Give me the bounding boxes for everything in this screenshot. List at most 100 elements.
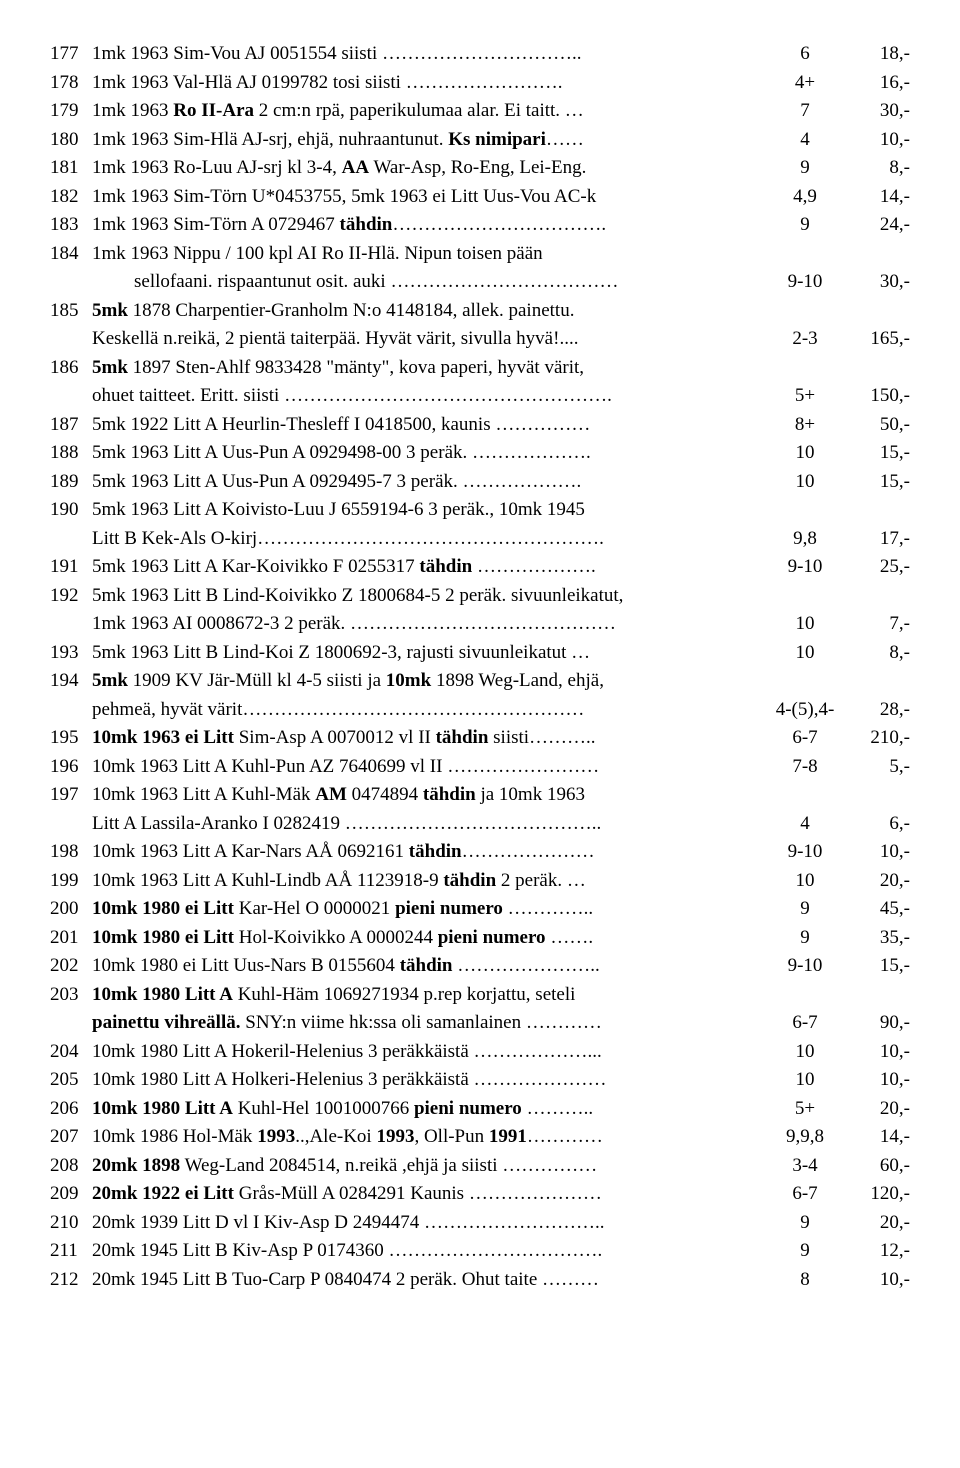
lot-price: 30,- bbox=[850, 268, 910, 297]
lot-description: 1mk 1963 Sim-Vou AJ 0051554 siisti ……………… bbox=[92, 40, 760, 69]
lot-number: 194 bbox=[50, 667, 92, 696]
lot-price: 14,- bbox=[850, 183, 910, 212]
lot-grade: 5+ bbox=[760, 382, 850, 411]
lot-description: 1mk 1963 Sim-Törn U*0453755, 5mk 1963 ei… bbox=[92, 183, 760, 212]
lot-price: 20,- bbox=[850, 867, 910, 896]
lot-number: 199 bbox=[50, 867, 92, 896]
lot-price: 45,- bbox=[850, 895, 910, 924]
lot-price: 90,- bbox=[850, 1009, 910, 1038]
lot-price: 6,- bbox=[850, 810, 910, 839]
lot-price: 165,- bbox=[850, 325, 910, 354]
lot-description: 10mk 1963 ei Litt Sim-Asp A 0070012 vl I… bbox=[92, 724, 760, 753]
lot-grade: 6-7 bbox=[760, 1180, 850, 1209]
lot-number: 200 bbox=[50, 895, 92, 924]
list-row: 1mk 1963 AI 0008672-3 2 peräk. ………………………… bbox=[50, 610, 910, 639]
lot-description: 10mk 1980 ei Litt Hol-Koivikko A 0000244… bbox=[92, 924, 760, 953]
lot-description: 1mk 1963 AI 0008672-3 2 peräk. ………………………… bbox=[92, 610, 760, 639]
lot-number: 196 bbox=[50, 753, 92, 782]
lot-description: 5mk 1963 Litt A Koivisto-Luu J 6559194-6… bbox=[92, 496, 760, 525]
lot-price: 50,- bbox=[850, 411, 910, 440]
lot-price: 10,- bbox=[850, 838, 910, 867]
lot-description: 10mk 1963 Litt A Kuhl-Lindb AÅ 1123918-9… bbox=[92, 867, 760, 896]
list-row: 19510mk 1963 ei Litt Sim-Asp A 0070012 v… bbox=[50, 724, 910, 753]
lot-price: 10,- bbox=[850, 1266, 910, 1295]
list-row: 19710mk 1963 Litt A Kuhl-Mäk AM 0474894 … bbox=[50, 781, 910, 810]
lot-number: 202 bbox=[50, 952, 92, 981]
list-row: 21120mk 1945 Litt B Kiv-Asp P 0174360 ……… bbox=[50, 1237, 910, 1266]
lot-description: 20mk 1945 Litt B Tuo-Carp P 0840474 2 pe… bbox=[92, 1266, 760, 1295]
lot-price: 24,- bbox=[850, 211, 910, 240]
lot-number: 188 bbox=[50, 439, 92, 468]
lot-description: 10mk 1980 Litt A Holkeri-Helenius 3 perä… bbox=[92, 1066, 760, 1095]
lot-description: 5mk 1909 KV Jär-Müll kl 4-5 siisti ja 10… bbox=[92, 667, 760, 696]
lot-number: 178 bbox=[50, 69, 92, 98]
lot-description: 10mk 1963 Litt A Kar-Nars AÅ 0692161 täh… bbox=[92, 838, 760, 867]
list-row: Keskellä n.reikä, 2 pientä taiterpää. Hy… bbox=[50, 325, 910, 354]
lot-grade: 9 bbox=[760, 211, 850, 240]
list-row: 1811mk 1963 Ro-Luu AJ-srj kl 3-4, AA War… bbox=[50, 154, 910, 183]
lot-description: 1mk 1963 Ro II-Ara 2 cm:n rpä, paperikul… bbox=[92, 97, 760, 126]
lot-grade: 6-7 bbox=[760, 724, 850, 753]
lot-number: 206 bbox=[50, 1095, 92, 1124]
lot-grade: 9-10 bbox=[760, 268, 850, 297]
list-row: 1831mk 1963 Sim-Törn A 0729467 tähdin………… bbox=[50, 211, 910, 240]
lot-grade: 10 bbox=[760, 1038, 850, 1067]
lot-number: 212 bbox=[50, 1266, 92, 1295]
lot-grade: 8 bbox=[760, 1266, 850, 1295]
list-row: 21020mk 1939 Litt D vl I Kiv-Asp D 24944… bbox=[50, 1209, 910, 1238]
lot-price: 12,- bbox=[850, 1237, 910, 1266]
auction-list: 1771mk 1963 Sim-Vou AJ 0051554 siisti ……… bbox=[50, 40, 910, 1294]
list-row: 1821mk 1963 Sim-Törn U*0453755, 5mk 1963… bbox=[50, 183, 910, 212]
lot-description: 10mk 1986 Hol-Mäk 1993..,Ale-Koi 1993, O… bbox=[92, 1123, 760, 1152]
lot-price: 10,- bbox=[850, 126, 910, 155]
lot-price: 28,- bbox=[850, 696, 910, 725]
lot-number: 204 bbox=[50, 1038, 92, 1067]
lot-description: 10mk 1963 Litt A Kuhl-Pun AZ 7640699 vl … bbox=[92, 753, 760, 782]
lot-price: 210,- bbox=[850, 724, 910, 753]
lot-number: 198 bbox=[50, 838, 92, 867]
lot-price: 5,- bbox=[850, 753, 910, 782]
lot-grade: 3-4 bbox=[760, 1152, 850, 1181]
lot-description: 5mk 1897 Sten-Ahlf 9833428 "mänty", kova… bbox=[92, 354, 760, 383]
lot-grade: 6 bbox=[760, 40, 850, 69]
lot-price: 17,- bbox=[850, 525, 910, 554]
lot-number: 187 bbox=[50, 411, 92, 440]
lot-description: 5mk 1963 Litt A Kar-Koivikko F 0255317 t… bbox=[92, 553, 760, 582]
lot-price: 15,- bbox=[850, 952, 910, 981]
list-row: 20610mk 1980 Litt A Kuhl-Hel 1001000766 … bbox=[50, 1095, 910, 1124]
lot-grade: 9,9,8 bbox=[760, 1123, 850, 1152]
lot-grade: 5+ bbox=[760, 1095, 850, 1124]
list-row: 19810mk 1963 Litt A Kar-Nars AÅ 0692161 … bbox=[50, 838, 910, 867]
lot-grade: 7 bbox=[760, 97, 850, 126]
lot-description: pehmeä, hyvät värit……………………………………………… bbox=[92, 696, 760, 725]
lot-description: 1mk 1963 Ro-Luu AJ-srj kl 3-4, AA War-As… bbox=[92, 154, 760, 183]
lot-description: 10mk 1980 ei Litt Kar-Hel O 0000021 pien… bbox=[92, 895, 760, 924]
lot-number: 195 bbox=[50, 724, 92, 753]
lot-description: 5mk 1963 Litt B Lind-Koi Z 1800692-3, ra… bbox=[92, 639, 760, 668]
lot-description: 1mk 1963 Sim-Hlä AJ-srj, ehjä, nuhraantu… bbox=[92, 126, 760, 155]
lot-number: 190 bbox=[50, 496, 92, 525]
list-row: 20110mk 1980 ei Litt Hol-Koivikko A 0000… bbox=[50, 924, 910, 953]
lot-price: 20,- bbox=[850, 1209, 910, 1238]
lot-grade: 10 bbox=[760, 610, 850, 639]
lot-number: 182 bbox=[50, 183, 92, 212]
lot-grade: 4+ bbox=[760, 69, 850, 98]
lot-description: 10mk 1980 Litt A Hokeril-Helenius 3 perä… bbox=[92, 1038, 760, 1067]
list-row: 1945mk 1909 KV Jär-Müll kl 4-5 siisti ja… bbox=[50, 667, 910, 696]
lot-grade: 8+ bbox=[760, 411, 850, 440]
lot-description: painettu vihreällä. SNY:n viime hk:ssa o… bbox=[92, 1009, 760, 1038]
lot-price: 10,- bbox=[850, 1038, 910, 1067]
lot-description: 10mk 1980 ei Litt Uus-Nars B 0155604 täh… bbox=[92, 952, 760, 981]
lot-price: 25,- bbox=[850, 553, 910, 582]
list-row: 1771mk 1963 Sim-Vou AJ 0051554 siisti ……… bbox=[50, 40, 910, 69]
lot-number: 183 bbox=[50, 211, 92, 240]
lot-number: 181 bbox=[50, 154, 92, 183]
lot-number: 180 bbox=[50, 126, 92, 155]
lot-description: 5mk 1878 Charpentier-Granholm N:o 414818… bbox=[92, 297, 760, 326]
lot-grade: 2-3 bbox=[760, 325, 850, 354]
lot-description: 10mk 1980 Litt A Kuhl-Hel 1001000766 pie… bbox=[92, 1095, 760, 1124]
list-row: painettu vihreällä. SNY:n viime hk:ssa o… bbox=[50, 1009, 910, 1038]
list-row: 20510mk 1980 Litt A Holkeri-Helenius 3 p… bbox=[50, 1066, 910, 1095]
lot-description: 5mk 1963 Litt B Lind-Koivikko Z 1800684-… bbox=[92, 582, 760, 611]
list-row: 1885mk 1963 Litt A Uus-Pun A 0929498-00 … bbox=[50, 439, 910, 468]
